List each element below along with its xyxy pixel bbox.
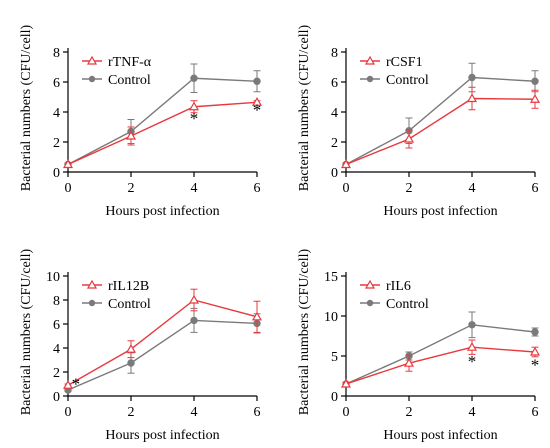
data-point — [190, 296, 198, 303]
x-tick-label: 6 — [254, 181, 261, 196]
significance-star: * — [531, 355, 540, 374]
y-tick-label: 4 — [331, 106, 338, 121]
series-treatment — [64, 98, 261, 167]
data-point — [469, 74, 475, 80]
y-tick-label: 2 — [53, 136, 60, 151]
y-tick-label: 4 — [53, 106, 60, 121]
legend-marker — [367, 76, 373, 82]
series-line — [346, 347, 535, 384]
legend: rTNF-α Control — [82, 55, 152, 88]
x-axis-title: Hours post infection — [383, 204, 497, 219]
panel-a: 0 2 4 6 8 0 2 4 6 Hours post infection Bacterial n… — [19, 24, 261, 219]
legend-marker — [89, 76, 95, 82]
data-point — [532, 78, 538, 84]
y-axis-title: Bacterial numbers (CFU/cell) — [297, 24, 312, 191]
x-tick-label: 2 — [128, 181, 135, 196]
data-point — [128, 360, 134, 366]
series-line — [68, 300, 257, 385]
data-point — [469, 322, 475, 328]
significance-star: * — [253, 101, 262, 120]
data-point — [468, 343, 476, 350]
series-line — [68, 320, 257, 390]
series-line — [68, 102, 257, 164]
data-point — [191, 75, 197, 81]
legend-label: Control — [386, 73, 429, 88]
series-control — [65, 308, 261, 393]
y-tick-label: 4 — [53, 342, 60, 357]
legend-marker — [367, 300, 373, 306]
legend: rIL6 Control — [360, 279, 429, 312]
y-tick-label: 2 — [53, 366, 60, 381]
legend: rIL12B Control — [82, 279, 151, 312]
data-point — [254, 78, 260, 84]
series-treatment — [342, 87, 539, 167]
legend-label: Control — [108, 73, 151, 88]
y-tick-label: 15 — [324, 270, 338, 285]
x-tick-label: 0 — [65, 405, 72, 420]
x-tick-label: 6 — [254, 405, 261, 420]
x-tick-label: 0 — [343, 181, 350, 196]
x-tick-label: 4 — [191, 181, 198, 196]
x-axis-title: Hours post infection — [105, 428, 219, 443]
y-tick-label: 0 — [53, 390, 60, 405]
x-tick-label: 4 — [469, 405, 476, 420]
x-tick-label: 4 — [469, 181, 476, 196]
x-axis-title: Hours post infection — [383, 428, 497, 443]
legend-marker — [89, 300, 95, 306]
data-point — [405, 135, 413, 142]
legend: rCSF1 Control — [360, 55, 429, 88]
y-tick-label: 10 — [324, 310, 338, 325]
x-tick-label: 4 — [191, 405, 198, 420]
y-tick-label: 6 — [53, 318, 60, 333]
y-tick-label: 6 — [53, 76, 60, 91]
y-tick-label: 2 — [331, 136, 338, 151]
y-tick-label: 8 — [331, 46, 338, 61]
y-tick-label: 8 — [53, 294, 60, 309]
x-axis-title: Hours post infection — [105, 204, 219, 219]
x-tick-label: 2 — [406, 181, 413, 196]
series-line — [346, 99, 535, 165]
panel-c: 0 2 4 6 8 10 0 2 4 6 Hours post infection Bacterial… — [19, 248, 261, 443]
y-tick-label: 0 — [331, 166, 338, 181]
y-axis-title: Bacterial numbers (CFU/cell) — [19, 248, 34, 415]
y-tick-label: 5 — [331, 350, 338, 365]
series-line — [346, 78, 535, 165]
x-tick-label: 0 — [65, 181, 72, 196]
y-tick-label: 10 — [46, 270, 60, 285]
x-tick-label: 6 — [532, 181, 539, 196]
significance-star: * — [72, 375, 81, 394]
significance-star: * — [190, 109, 199, 128]
significance-star: * — [468, 352, 477, 371]
y-tick-label: 6 — [331, 76, 338, 91]
panel-d: 0 5 10 15 0 2 4 6 Hours post infection Bacterial … — [297, 248, 539, 443]
y-tick-label: 8 — [53, 46, 60, 61]
legend-label: rIL12B — [108, 279, 149, 294]
y-axis-title: Bacterial numbers (CFU/cell) — [297, 248, 312, 415]
x-tick-label: 2 — [406, 405, 413, 420]
data-point — [532, 329, 538, 335]
legend-label: Control — [108, 297, 151, 312]
x-tick-label: 6 — [532, 405, 539, 420]
data-point — [191, 317, 197, 323]
legend-label: Control — [386, 297, 429, 312]
legend-label: rCSF1 — [386, 55, 423, 70]
y-tick-label: 0 — [331, 390, 338, 405]
y-tick-label: 0 — [53, 166, 60, 181]
y-axis-title: Bacterial numbers (CFU/cell) — [19, 24, 34, 191]
legend-label: rTNF-α — [108, 55, 152, 70]
legend-label: rIL6 — [386, 279, 411, 294]
x-tick-label: 2 — [128, 405, 135, 420]
x-tick-label: 0 — [343, 405, 350, 420]
series-treatment — [342, 340, 539, 387]
panel-b: 0 2 4 6 8 0 2 4 6 Hours post infection Bacterial n… — [297, 24, 539, 219]
